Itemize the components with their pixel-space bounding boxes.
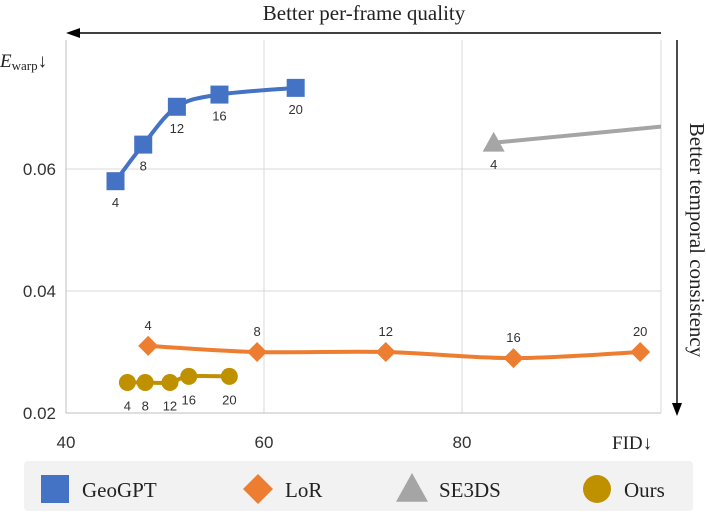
legend-marker-ours bbox=[583, 475, 611, 503]
data-point-geogpt bbox=[106, 172, 125, 191]
point-label-ours: 4 bbox=[124, 399, 131, 414]
series-se3ds bbox=[482, 124, 661, 152]
y-axis-title-arrow: ↓ bbox=[38, 51, 48, 72]
point-label-se3ds: 4 bbox=[490, 157, 497, 172]
point-label-geogpt: 12 bbox=[170, 121, 184, 136]
data-point-geogpt bbox=[210, 85, 229, 104]
data-point-ours bbox=[161, 374, 179, 391]
legend-item-ours: Ours bbox=[583, 475, 665, 503]
right-annotation-text: Better temporal consistency bbox=[685, 123, 706, 358]
data-point-geogpt bbox=[134, 135, 153, 154]
point-label-geogpt: 16 bbox=[212, 109, 226, 124]
legend-item-lor: LoR bbox=[243, 474, 322, 504]
data-point-lor bbox=[630, 342, 651, 362]
series-lor bbox=[138, 335, 651, 369]
y-tick-label: 0.02 bbox=[23, 404, 56, 423]
point-label-lor: 4 bbox=[145, 318, 152, 333]
point-label-geogpt: 8 bbox=[140, 159, 147, 174]
x-tick-label: 60 bbox=[255, 433, 274, 452]
data-point-ours bbox=[136, 374, 154, 391]
data-point-lor bbox=[375, 342, 396, 362]
series-geogpt bbox=[106, 78, 305, 191]
x-tick-label: 80 bbox=[453, 433, 472, 452]
series-layer bbox=[106, 78, 661, 391]
legend-marker-se3ds bbox=[396, 473, 428, 502]
x-tick-label: 40 bbox=[57, 433, 76, 452]
top-annotation-arrowhead bbox=[66, 28, 80, 38]
series-line-se3ds bbox=[491, 124, 661, 145]
point-label-lor: 8 bbox=[253, 324, 260, 339]
legend: GeoGPT LoR SE3DS Ours bbox=[41, 473, 665, 504]
series-ours bbox=[118, 367, 238, 391]
data-point-geogpt bbox=[167, 97, 186, 116]
legend-label-geogpt: GeoGPT bbox=[82, 478, 157, 502]
point-label-ours: 12 bbox=[163, 399, 177, 414]
y-axis-title-main: E bbox=[0, 51, 12, 72]
x-axis-title: FID↓ bbox=[612, 433, 652, 454]
point-label-lor: 12 bbox=[379, 324, 393, 339]
point-label-ours: 20 bbox=[222, 392, 236, 407]
point-label-lor: 16 bbox=[506, 330, 520, 345]
legend-label-lor: LoR bbox=[285, 478, 322, 502]
legend-item-geogpt: GeoGPT bbox=[41, 475, 157, 503]
legend-box bbox=[24, 461, 693, 511]
y-axis-title: Ewarp↓ bbox=[0, 51, 47, 73]
point-label-lor: 20 bbox=[633, 324, 647, 339]
point-label-geogpt: 20 bbox=[288, 102, 302, 117]
data-point-lor bbox=[503, 348, 524, 369]
data-point-ours bbox=[220, 367, 238, 385]
legend-item-se3ds: SE3DS bbox=[396, 473, 501, 502]
y-axis-title-sub: warp bbox=[12, 58, 38, 73]
point-label-ours: 16 bbox=[182, 392, 196, 407]
right-annotation-arrowhead bbox=[672, 403, 682, 416]
data-point-se3ds bbox=[482, 131, 505, 152]
data-point-ours bbox=[180, 367, 198, 385]
y-tick-label: 0.06 bbox=[23, 160, 56, 179]
legend-label-se3ds: SE3DS bbox=[439, 478, 501, 502]
point-label-geogpt: 4 bbox=[112, 195, 119, 210]
legend-marker-geogpt bbox=[41, 475, 69, 503]
y-tick-label: 0.04 bbox=[23, 282, 56, 301]
legend-label-ours: Ours bbox=[624, 478, 665, 502]
data-point-ours bbox=[118, 374, 136, 391]
data-point-lor bbox=[138, 335, 159, 356]
top-annotation-text: Better per-frame quality bbox=[263, 1, 466, 25]
point-label-ours: 8 bbox=[142, 399, 149, 414]
legend-marker-lor bbox=[243, 474, 273, 504]
data-point-lor bbox=[247, 342, 268, 362]
data-point-geogpt bbox=[286, 78, 305, 97]
